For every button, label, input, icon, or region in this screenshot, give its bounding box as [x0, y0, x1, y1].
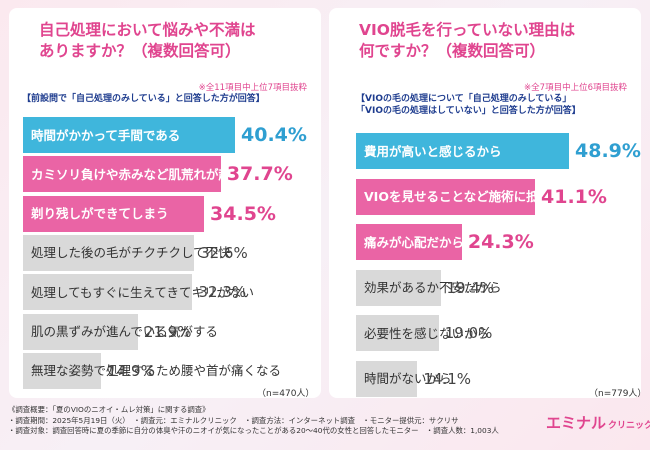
right-value-label: 14.1% [423, 369, 472, 388]
left-value-label: 34.5% [210, 202, 276, 225]
clinic-logo-sub: クリニック [608, 421, 650, 431]
left-category-label: 生えてきてキリがない [130, 284, 255, 300]
right-question-line: 【VIOの毛の処理について「自己処理のみしている」 [356, 94, 572, 104]
left-value-label: 37.7% [226, 163, 293, 186]
left-chart-bar: 無理な姿勢で処理するため 腰や首が痛くなる [23, 352, 281, 389]
left-value-label: 32.3% [198, 283, 247, 302]
left-category-label: 赤みなど肌荒れが起きる [118, 166, 256, 182]
left-chart-title: 自己処理において悩みや不満は ありますか？（複数回答可） [39, 20, 309, 62]
right-question-line: 「VIOの毛の処理はしていない」と回答した方が回答】 [356, 105, 581, 116]
right-chart-title: VIO脱毛を行っていない理由は 何ですか？（複数回答可） [359, 20, 629, 62]
footer-line: 《調査概要：「夏のVIOのニオイ・ムレ対策」に関する調査》 [8, 405, 210, 414]
left-chart-panel: 自己処理において悩みや不満は ありますか？（複数回答可） ※全11項目中上位7項目… [9, 8, 321, 399]
left-value-label: 40.4% [241, 124, 307, 146]
right-value-label: 24.3% [467, 231, 534, 253]
right-title-line: 何ですか？（複数回答可） [359, 42, 546, 60]
right-chart-bar: 痛みが心配だから [356, 224, 465, 260]
left-chart-bar: カミソリ負けや 赤みなど肌荒れが起きる [23, 156, 256, 193]
right-chart-bar: 費用が高いと感じるから [356, 133, 569, 169]
right-title-line: VIO脱毛を行っていない理由は [359, 21, 576, 39]
left-chart-note: ※全11項目中上位7項目抜粋 [198, 83, 307, 93]
left-value-label: 21.9% [143, 322, 192, 341]
left-chart-n-label: （n=470人） [257, 389, 315, 399]
footer-line: ・調査対象：調査回答時に夏の季節に自分の体臭や汗のニオイが気になったことがある2… [8, 426, 499, 435]
right-chart-bar: 必要性を感じないから [356, 315, 489, 351]
right-category-label: 施術に抵抗があるから [488, 189, 614, 204]
left-category-label: 無理な姿勢で処理するため [31, 363, 182, 379]
left-chart-bar: 時間がかかって手間である [23, 117, 235, 153]
left-chart-bar: 肌の黒ずみが 進んでいる気がする [23, 313, 218, 350]
right-category-label: 痛みが心配だから [364, 234, 465, 250]
left-value-label: 32.6% [200, 243, 248, 262]
left-title-line: 自己処理において悩みや不満は [39, 21, 256, 39]
left-chart-bar: 剃り残しができてしまう [23, 195, 205, 232]
left-category-label: 剃り残しができてしまう [31, 206, 169, 222]
right-category-label: 必要性を感じないから [364, 325, 490, 341]
left-category-label: 進んでいる気がする [106, 324, 218, 339]
left-chart-question: 【前設問で「自己処理のみしている」と回答した方が回答】 [22, 94, 265, 106]
left-category-label: 時間がかかって手間である [31, 127, 181, 143]
left-category-label: 処理した後の毛が [31, 245, 132, 261]
right-category-label: 費用が高いと感じるから [364, 143, 502, 159]
clinic-logo: エミナル クリニック [546, 412, 650, 433]
survey-footer: 《調査概要：「夏のVIOのニオイ・ムレ対策」に関する調査》 ・調査期間：2025年… [8, 405, 528, 437]
right-chart-question: 【VIOの毛の処理について「自己処理のみしている」 「VIOの毛の処理はしていない… [356, 94, 581, 117]
left-category-label: 腰や首が痛くなる [181, 363, 282, 379]
right-chart-n-label: （n=779人） [589, 389, 647, 399]
right-value-label: 19.0% [444, 324, 493, 342]
right-category-label: 効果があるか不安だから [364, 280, 502, 295]
left-category-label: 処理してもすぐに [31, 284, 131, 300]
right-chart-note: ※全7項目中上位6項目抜粋 [524, 83, 627, 93]
right-chart-panel: VIO脱毛を行っていない理由は 何ですか？（複数回答可） ※全7項目中上位6項目抜… [329, 8, 646, 399]
left-category-label: 肌の黒ずみが [31, 324, 107, 339]
left-chart-bar: 処理した後の毛が チクチクして不快 [23, 234, 231, 271]
right-value-label: 41.1% [541, 185, 607, 208]
left-chart-bar: 処理してもすぐに 生えてきてキリがない [23, 274, 254, 311]
left-category-label: チクチクして不快 [131, 245, 231, 261]
right-category-label: VIOを見せることなど [364, 189, 489, 204]
left-value-label: 14.9% [107, 361, 155, 380]
right-category-label: 時間がないから [364, 371, 452, 386]
right-chart-bar: VIOを見せることなど 施術に抵抗があるから [356, 178, 614, 215]
left-title-line: ありますか？（複数回答可） [39, 42, 241, 60]
right-chart-bar: 効果があるか不安だから [356, 269, 502, 306]
right-chart-bar: 時間がないから [356, 360, 452, 397]
clinic-logo-text: エミナル [546, 414, 607, 432]
right-value-label: 48.9% [575, 140, 641, 162]
right-value-label: 19.4% [446, 278, 495, 297]
left-question-line: 【前設問で「自己処理のみしている」と回答した方が回答】 [22, 94, 265, 104]
left-category-label: カミソリ負けや [31, 166, 119, 182]
footer-line: ・調査期間：2025年5月19日（火） ・調査元：エミナルクリニック ・調査方法… [8, 415, 459, 425]
